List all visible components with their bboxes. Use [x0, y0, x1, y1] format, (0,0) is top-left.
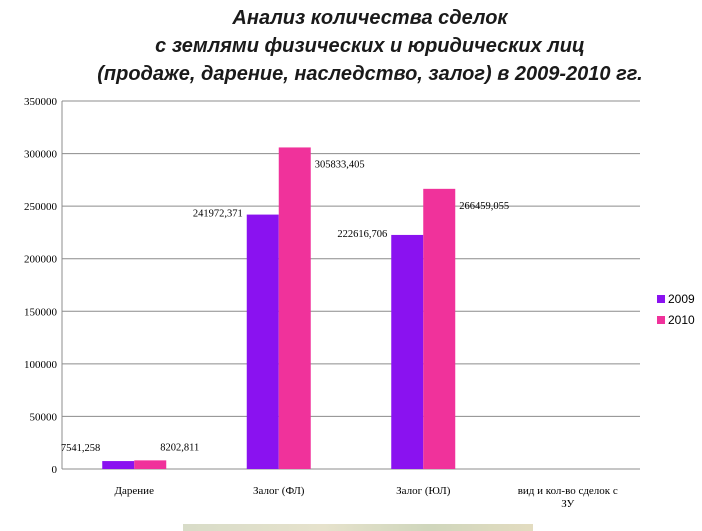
y-tick-label: 200000: [24, 254, 58, 266]
background-image-strip: [183, 524, 533, 531]
y-tick-label: 100000: [24, 359, 58, 371]
x-tick-label: Залог (ФЛ): [253, 485, 305, 497]
bar-2010-2: [278, 147, 311, 469]
legend-label-2010: 2010: [668, 312, 695, 327]
data-label-2010: 266459,055: [459, 201, 509, 212]
chart-title: Анализ количества сделок с землями физич…: [60, 4, 680, 88]
data-label-2009: 7541,258: [61, 443, 100, 454]
x-tick-label: Дарение: [115, 485, 155, 497]
y-tick-label: 0: [52, 464, 58, 476]
y-tick-label: 300000: [24, 149, 58, 161]
bar-2009-2: [246, 214, 279, 469]
bar-2009-3: [391, 234, 424, 469]
y-tick-label: 250000: [24, 201, 58, 213]
chart-title-line-3: (продаже, дарение, наследство, залог) в …: [97, 63, 643, 85]
bar-2010-1: [134, 460, 167, 469]
data-label-2009: 222616,706: [337, 229, 387, 240]
legend: 2009 2010: [657, 288, 695, 330]
chart-title-line-1: Анализ количества сделок: [232, 7, 508, 29]
y-tick-label: 150000: [24, 306, 58, 318]
legend-label-2009: 2009: [668, 291, 695, 306]
x-tick-label: Залог (ЮЛ): [396, 485, 451, 497]
data-label-2009: 241972,371: [193, 209, 243, 220]
legend-swatch-2010: [657, 315, 665, 324]
legend-item-2009: 2009: [657, 288, 695, 309]
legend-swatch-2009: [657, 294, 665, 303]
y-tick-label: 50000: [30, 411, 58, 423]
chart-title-line-2: с землями физических и юридических лиц: [155, 35, 585, 57]
legend-item-2010: 2010: [657, 309, 695, 330]
data-label-2010: 8202,811: [160, 442, 199, 453]
y-tick-label: 350000: [24, 96, 58, 108]
bar-2009-1: [102, 461, 135, 469]
data-label-2010: 305833,405: [315, 159, 365, 170]
x-tick-label-cont: ЗУ: [561, 498, 574, 510]
bar-2010-3: [423, 188, 456, 469]
x-tick-label: вид и кол-во сделок с: [518, 485, 618, 497]
